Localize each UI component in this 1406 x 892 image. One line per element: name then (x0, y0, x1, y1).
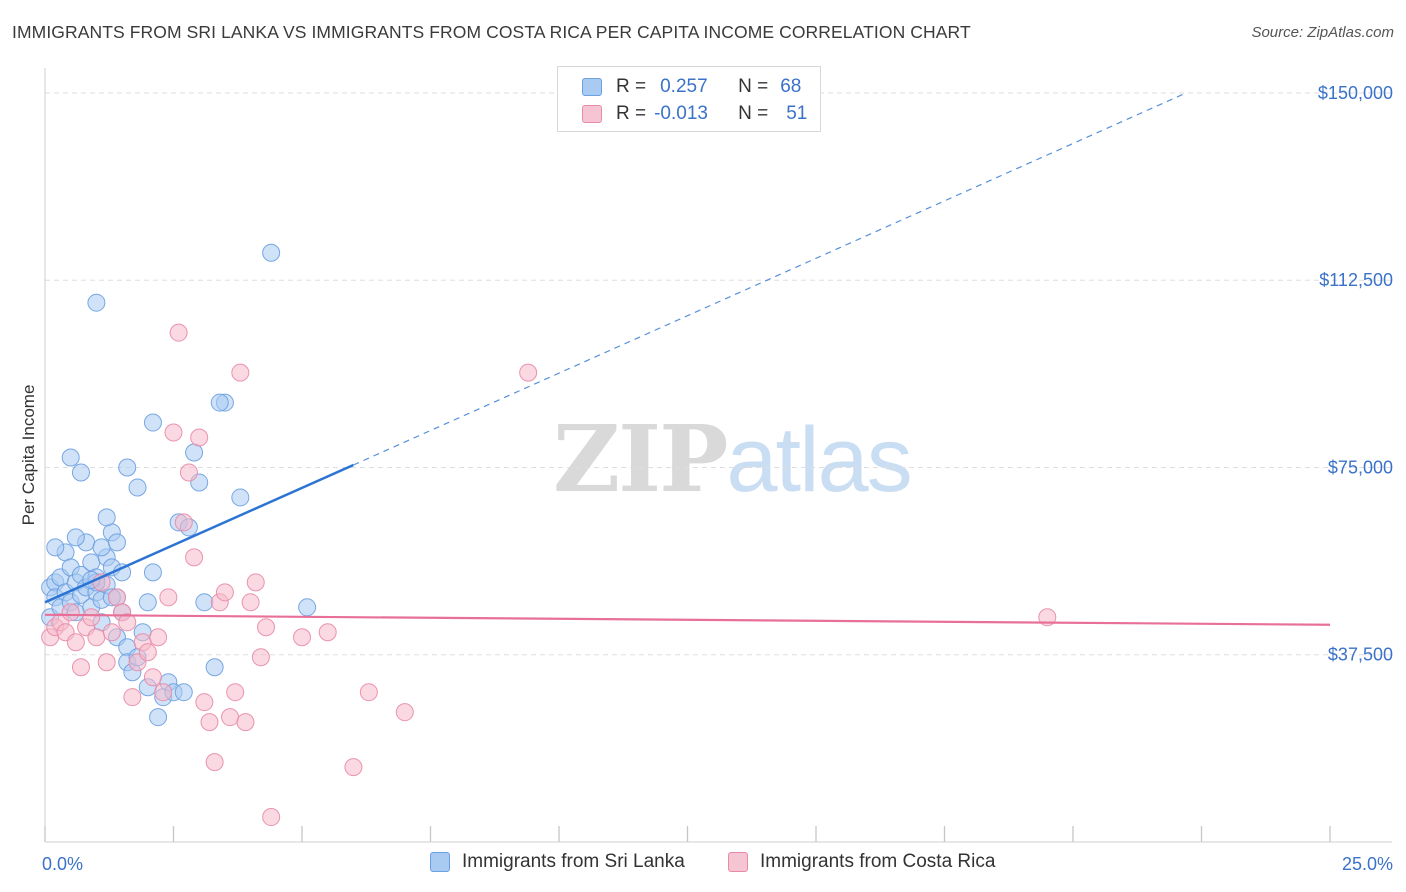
costa-rica-point (165, 424, 182, 441)
costa-rica-trend-line (45, 615, 1330, 625)
costa-rica-point (345, 759, 362, 776)
costa-rica-point (88, 629, 105, 646)
sri-lanka-point (98, 509, 115, 526)
costa-rica-point (222, 709, 239, 726)
legend-item-label: Immigrants from Sri Lanka (462, 851, 685, 873)
costa-rica-point (155, 684, 172, 701)
costa-rica-point (242, 594, 259, 611)
costa-rica-point (319, 624, 336, 641)
legend-n-value: 68 (780, 76, 801, 98)
costa-rica-point (237, 714, 254, 731)
sri-lanka-point (144, 414, 161, 431)
costa-rica-point (216, 584, 233, 601)
legend-swatch-blue (430, 852, 450, 872)
series-legend: Immigrants from Sri Lanka Immigrants fro… (0, 851, 1406, 877)
costa-rica-point (62, 604, 79, 621)
legend-swatch-blue (582, 78, 602, 96)
costa-rica-point (186, 549, 203, 566)
sri-lanka-point (129, 479, 146, 496)
y-tick-label: $37,500 (1328, 645, 1393, 665)
costa-rica-point (191, 429, 208, 446)
sri-lanka-point (139, 594, 156, 611)
sri-lanka-point (186, 444, 203, 461)
costa-rica-point (170, 324, 187, 341)
sri-lanka-point (62, 449, 79, 466)
y-tick-label: $150,000 (1318, 83, 1393, 103)
costa-rica-point (232, 364, 249, 381)
costa-rica-point (83, 609, 100, 626)
costa-rica-point (252, 649, 269, 666)
legend-n-label: N = (738, 103, 768, 125)
costa-rica-point (67, 634, 84, 651)
sri-lanka-point (47, 539, 64, 556)
sri-lanka-point (211, 394, 228, 411)
costa-rica-point (180, 464, 197, 481)
sri-lanka-point (150, 709, 167, 726)
sri-lanka-point (93, 539, 110, 556)
costa-rica-point (150, 629, 167, 646)
legend-item-sri-lanka[interactable]: Immigrants from Sri Lanka (430, 851, 685, 873)
costa-rica-point (175, 514, 192, 531)
legend-item-costa-rica[interactable]: Immigrants from Costa Rica (728, 851, 995, 873)
sri-lanka-point (119, 459, 136, 476)
sri-lanka-point (175, 684, 192, 701)
trend-lines (45, 93, 1330, 625)
costa-rica-point (520, 364, 537, 381)
costa-rica-point (160, 589, 177, 606)
legend-r-label: R = (616, 76, 646, 98)
costa-rica-point (144, 669, 161, 686)
costa-rica-point (294, 629, 311, 646)
legend-item-label: Immigrants from Costa Rica (760, 851, 995, 873)
legend-n-label: N = (738, 76, 768, 98)
costa-rica-point (263, 809, 280, 826)
sri-lanka-point (72, 464, 89, 481)
sri-lanka-point (108, 534, 125, 551)
costa-rica-point (108, 589, 125, 606)
legend-row-costa-rica: R = -0.013 N = 51 (582, 101, 807, 127)
costa-rica-point (227, 684, 244, 701)
y-axis-title: Per Capita Income (19, 385, 38, 526)
sri-lanka-point (299, 599, 316, 616)
legend-r-value: -0.013 (654, 103, 738, 125)
axis-labels: $37,500 $75,000 $112,500 $150,000 0.0% 25.0% P… (19, 83, 1393, 874)
sri-lanka-point (144, 564, 161, 581)
costa-rica-point (396, 704, 413, 721)
sri-lanka-point (196, 594, 213, 611)
legend-n-value: 51 (786, 103, 807, 125)
costa-rica-point (201, 714, 218, 731)
sri-lanka-point (88, 294, 105, 311)
legend-r-value: 0.257 (660, 76, 738, 98)
costa-rica-point (103, 624, 120, 641)
costa-rica-point (258, 619, 275, 636)
sri-lanka-trend-extension (353, 93, 1186, 465)
costa-rica-point (139, 644, 156, 661)
costa-rica-point (72, 659, 89, 676)
costa-rica-point (206, 754, 223, 771)
sri-lanka-point (83, 554, 100, 571)
costa-rica-point (98, 654, 115, 671)
legend-swatch-pink (728, 852, 748, 872)
y-tick-label: $75,000 (1328, 457, 1393, 477)
costa-rica-point (247, 574, 264, 591)
costa-rica-point (196, 694, 213, 711)
costa-rica-point (124, 689, 141, 706)
sri-lanka-point (263, 244, 280, 261)
sri-lanka-point (232, 489, 249, 506)
correlation-legend: R = 0.257 N = 68 R = -0.013 N = 51 (557, 66, 821, 132)
costa-rica-point (360, 684, 377, 701)
sri-lanka-point (206, 659, 223, 676)
legend-swatch-pink (582, 105, 602, 123)
scatter-chart: $37,500$75,000$112,500$150,0000.0% 25.0%P… (0, 0, 1406, 892)
legend-row-sri-lanka: R = 0.257 N = 68 (582, 74, 801, 100)
y-tick-label: $112,500 (1319, 270, 1393, 290)
legend-r-label: R = (616, 103, 646, 125)
sri-lanka-point (67, 529, 84, 546)
